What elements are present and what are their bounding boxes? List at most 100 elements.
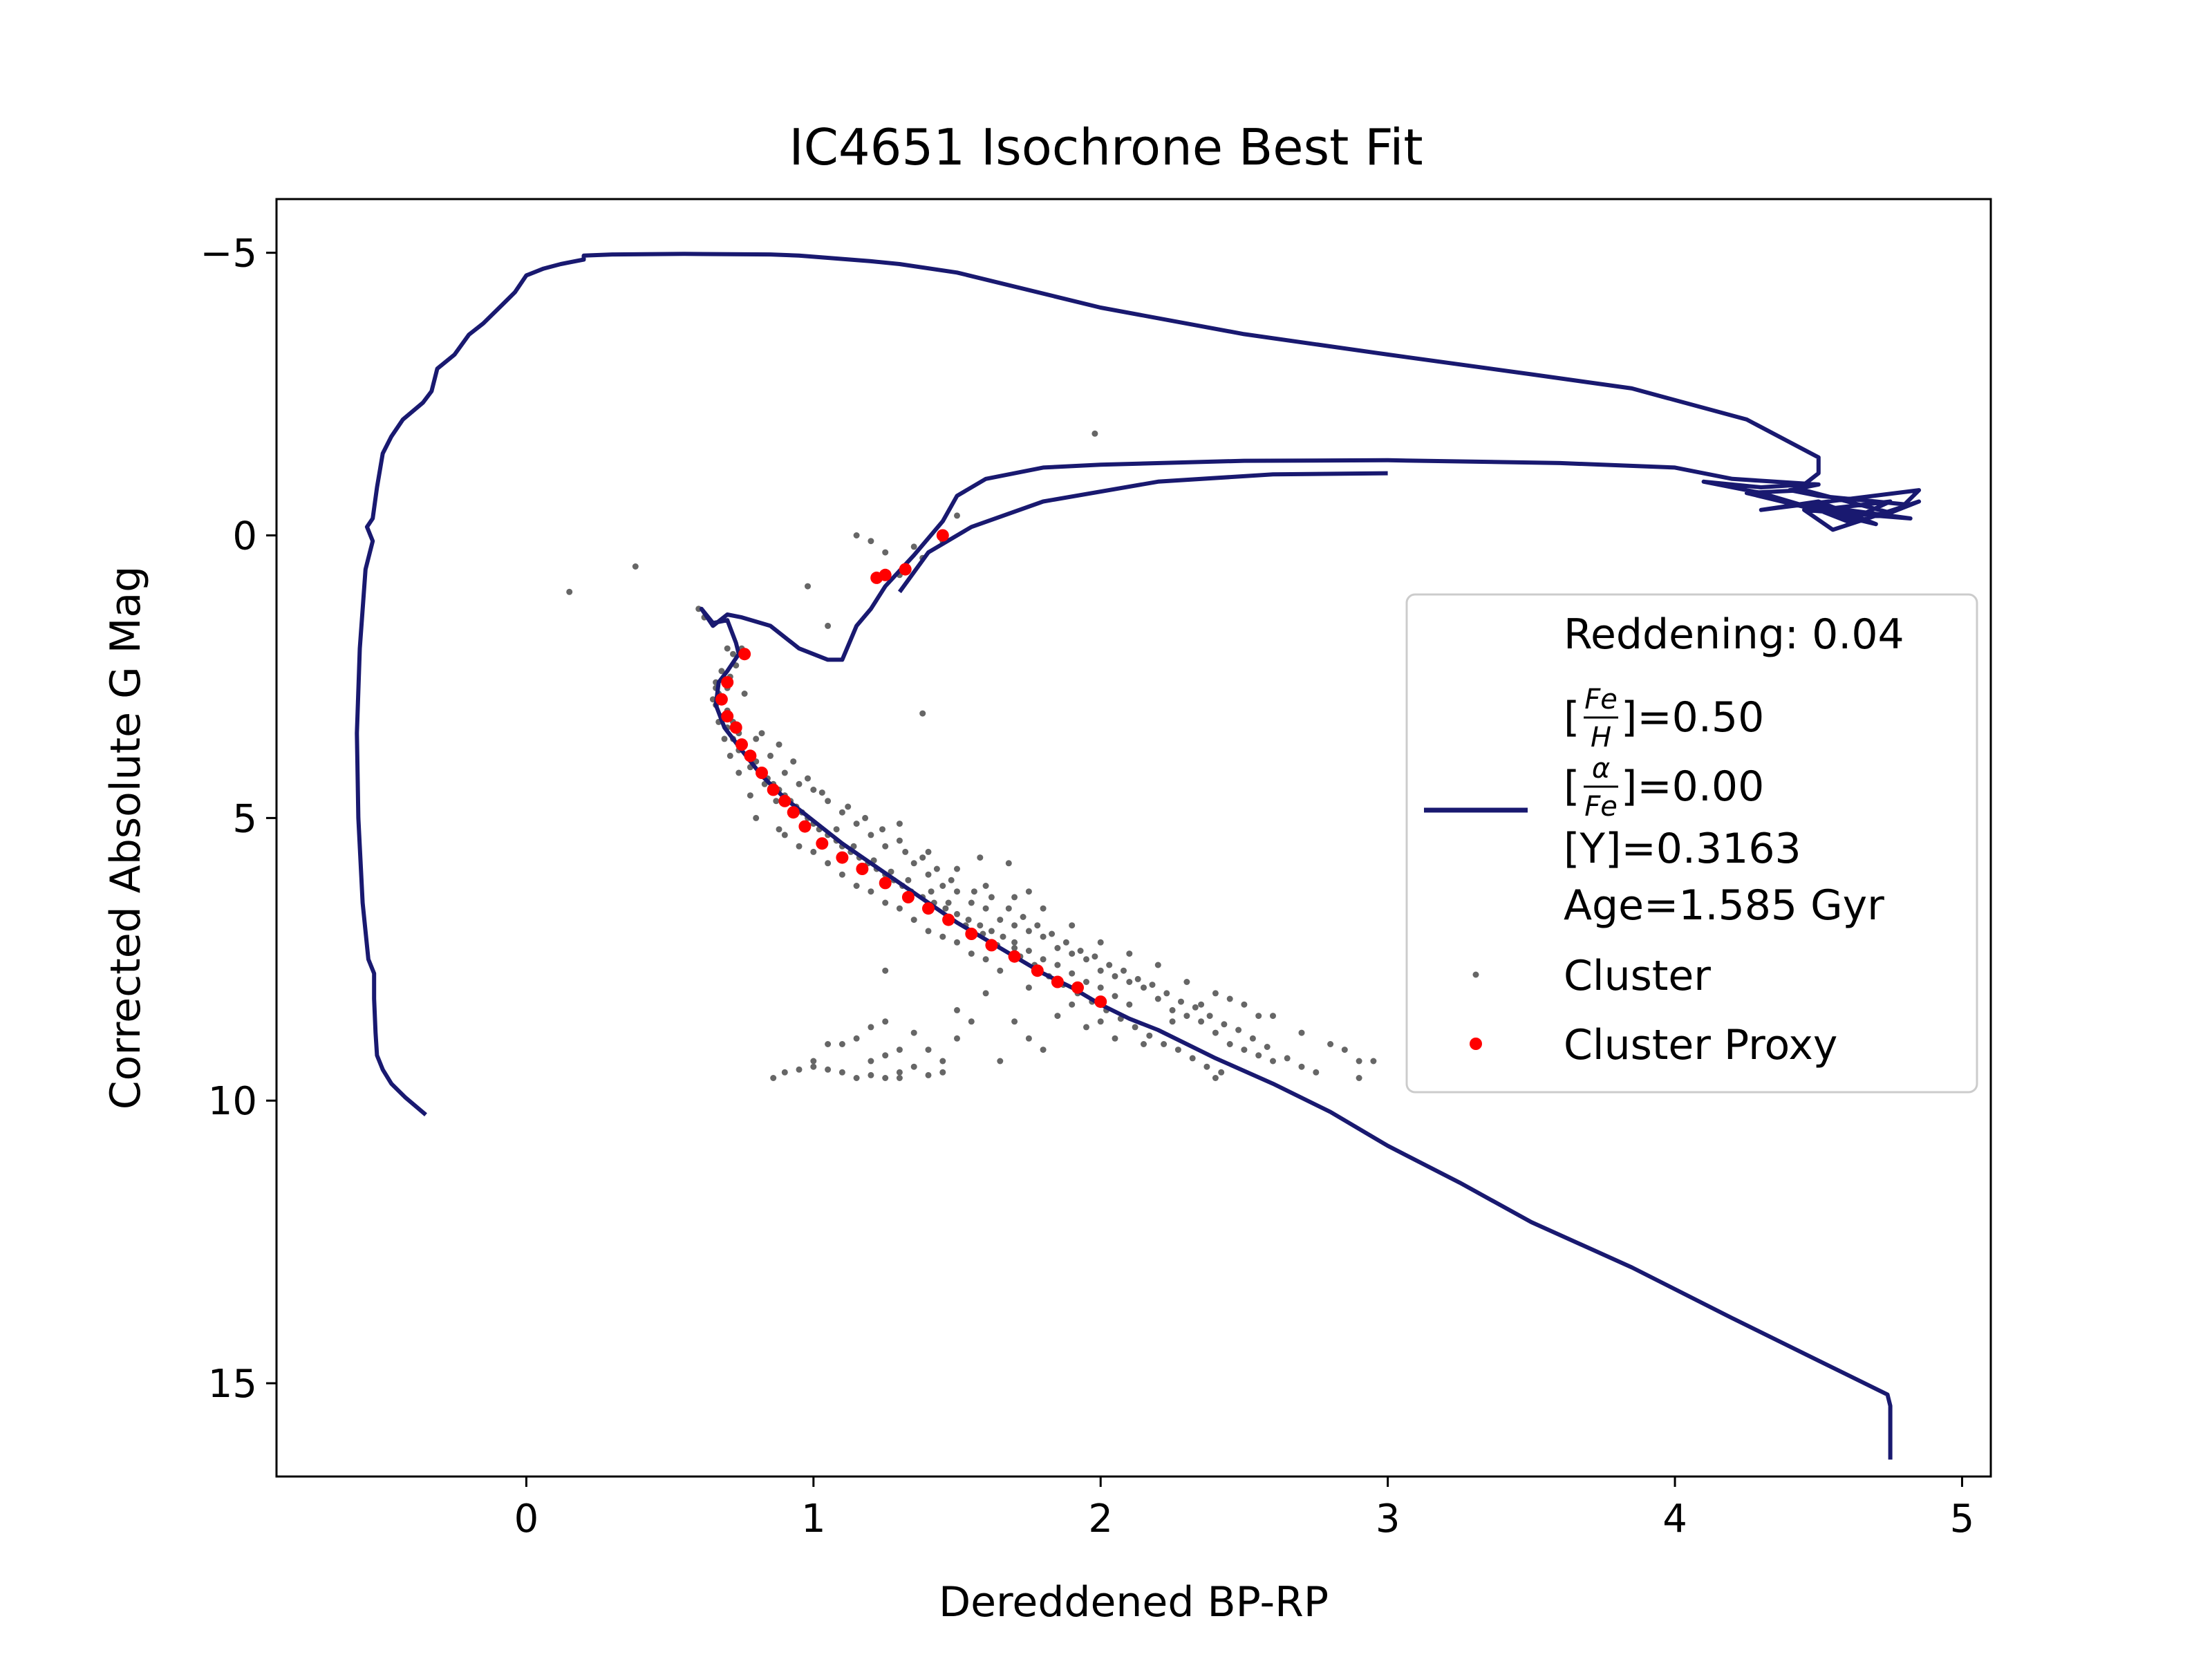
- cluster-point: [1112, 973, 1118, 980]
- cluster-point: [896, 821, 903, 827]
- proxy-point: [901, 890, 915, 903]
- cluster-point: [882, 899, 889, 906]
- cluster-point: [1146, 1032, 1153, 1039]
- y-tick-label: 15: [208, 1362, 257, 1407]
- proxy-point: [985, 939, 998, 952]
- cluster-point: [1083, 1024, 1089, 1031]
- cluster-point: [888, 868, 894, 875]
- cluster-point: [919, 710, 926, 717]
- cluster-point: [747, 792, 753, 799]
- cluster-point: [773, 798, 780, 805]
- cluster-point: [853, 883, 860, 889]
- cluster-point: [1132, 1024, 1138, 1031]
- cluster-point: [868, 1058, 874, 1065]
- proxy-point: [1094, 995, 1107, 1009]
- cluster-point: [905, 877, 912, 883]
- cluster-point: [1069, 970, 1076, 977]
- cluster-point: [925, 1071, 932, 1078]
- proxy-points: [715, 529, 1107, 1009]
- cluster-point: [939, 1058, 946, 1065]
- legend-helium: [Y]=0.3163: [1564, 825, 1801, 873]
- cluster-point: [825, 860, 832, 867]
- chart-title: IC4651 Isochrone Best Fit: [789, 118, 1423, 176]
- cluster-point: [1025, 1035, 1032, 1042]
- cluster-point: [1049, 930, 1056, 937]
- proxy-point: [778, 794, 791, 807]
- cluster-point: [1212, 1075, 1219, 1081]
- cluster-point: [1083, 956, 1089, 963]
- cluster-point: [1284, 1055, 1291, 1062]
- cluster-point: [1141, 984, 1147, 991]
- cluster-point: [933, 865, 940, 872]
- cluster-point: [735, 769, 742, 776]
- cluster-point: [954, 1006, 960, 1013]
- cluster-point: [1097, 967, 1104, 974]
- cluster-point: [954, 939, 960, 946]
- cluster-point: [925, 1047, 932, 1053]
- cluster-point: [825, 622, 832, 629]
- cluster-point: [1011, 894, 1018, 901]
- legend-age: Age=1.585 Gyr: [1564, 881, 1884, 930]
- cluster-point: [1077, 948, 1084, 954]
- cluster-point: [919, 854, 926, 861]
- cluster-point: [868, 832, 874, 838]
- cluster-point: [825, 1041, 832, 1047]
- cluster-point: [982, 883, 989, 889]
- cluster-point: [1034, 922, 1041, 929]
- proxy-point: [721, 676, 734, 689]
- cluster-point: [945, 899, 952, 906]
- x-tick-label: 4: [1662, 1497, 1687, 1541]
- cluster-point: [838, 871, 845, 878]
- cluster-point: [1040, 933, 1047, 940]
- cluster-point: [977, 854, 984, 861]
- cluster-point: [1356, 1075, 1362, 1081]
- proxy-point: [1031, 964, 1044, 977]
- cluster-point: [868, 538, 874, 545]
- cluster-point: [1121, 967, 1127, 974]
- cluster-point: [1126, 950, 1133, 957]
- y-tick-label: 10: [208, 1079, 257, 1124]
- cluster-point: [910, 1063, 917, 1070]
- cluster-point: [939, 883, 946, 889]
- cluster-point: [718, 668, 725, 675]
- cluster-point: [1270, 1013, 1276, 1020]
- plot-marks: [355, 252, 1922, 1460]
- cluster-point: [1264, 1044, 1271, 1050]
- legend-feh-numerator: Fe: [1584, 684, 1618, 715]
- cluster-point: [1011, 945, 1018, 951]
- cluster-point: [925, 848, 932, 855]
- cluster-point: [1327, 1041, 1334, 1047]
- cluster-point: [1062, 939, 1069, 946]
- proxy-point: [1051, 975, 1064, 988]
- cluster-point: [1106, 962, 1113, 968]
- cluster-point: [1025, 984, 1032, 991]
- cluster-point: [968, 950, 975, 957]
- proxy-point: [721, 710, 734, 723]
- cluster-point: [566, 588, 573, 595]
- cluster-point: [796, 1066, 803, 1073]
- proxy-point: [816, 837, 829, 850]
- isochrone-lines: [355, 252, 1922, 1460]
- cluster-point: [1054, 962, 1061, 968]
- cluster-point: [977, 922, 984, 929]
- cluster-point: [730, 650, 736, 657]
- cluster-point: [1112, 1035, 1118, 1042]
- cluster-point: [1040, 956, 1047, 963]
- cluster-point: [942, 905, 949, 912]
- cluster-point: [997, 917, 1004, 924]
- cluster-point: [1169, 1006, 1176, 1013]
- legend-cluster-swatch: [1472, 971, 1479, 978]
- proxy-point: [787, 806, 800, 819]
- cluster-point: [741, 691, 748, 697]
- cluster-point: [1112, 993, 1118, 1000]
- cluster-point: [1069, 950, 1076, 957]
- legend-proxy-label: Cluster Proxy: [1564, 1021, 1837, 1069]
- cluster-point: [853, 821, 860, 827]
- x-axis-label: Dereddened BP-RP: [939, 1578, 1329, 1627]
- cluster-point: [1005, 860, 1012, 867]
- cluster-point: [1212, 990, 1219, 997]
- y-tick-label: −5: [200, 232, 257, 276]
- cluster-point: [810, 1058, 817, 1065]
- cluster-point: [1189, 1055, 1196, 1062]
